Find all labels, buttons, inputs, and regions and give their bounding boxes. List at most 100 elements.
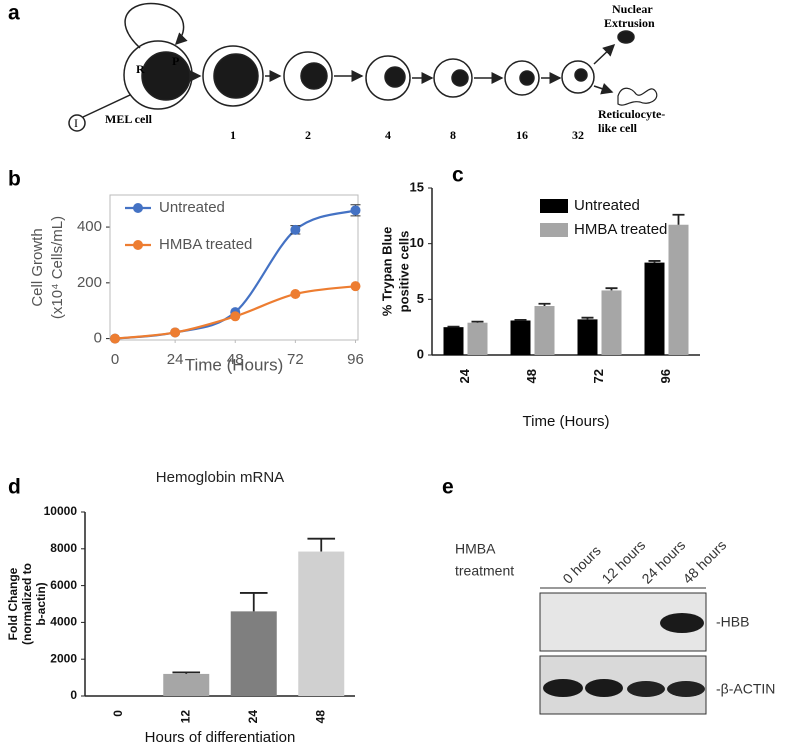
- y-axis-label: Fold Change: [6, 567, 20, 640]
- point: [290, 224, 301, 235]
- band-label: -HBB: [716, 614, 749, 630]
- band-label: -β-ACTIN: [716, 681, 775, 697]
- x-tick-label: 0: [111, 710, 125, 717]
- y-axis-label: b-actin): [34, 582, 48, 625]
- x-tick-label: 24: [457, 368, 472, 383]
- error-bar: [239, 592, 268, 612]
- error-bar: [514, 319, 527, 321]
- connector: [82, 94, 131, 118]
- bar: [163, 673, 210, 696]
- x-axis-label: Hours of differentiation: [145, 729, 296, 746]
- legend-label: HMBA treated: [159, 236, 252, 253]
- y-axis-label: (normalized to: [20, 563, 34, 645]
- legend-swatch: [540, 199, 568, 213]
- band: [660, 613, 704, 633]
- inducer: [68, 114, 86, 132]
- bar: [577, 319, 598, 355]
- step-label: 2: [305, 128, 311, 142]
- lane-label: 48 hours: [679, 537, 729, 587]
- error-bar: [605, 287, 618, 291]
- step-label: 32: [572, 128, 584, 142]
- western-blot: HMBA treatment 0 hours 12 hours 24 hours…: [455, 537, 775, 715]
- lane-label: 0 hours: [559, 542, 603, 586]
- error-bar: [581, 316, 594, 320]
- blot-label: HMBA: [455, 541, 496, 557]
- legend-label: Untreated: [159, 199, 225, 216]
- point: [230, 311, 241, 322]
- x-tick-label: 96: [347, 351, 364, 368]
- diagram-labels: R P I MEL cell 1 2 4 8 16 32 Nuclear Ext…: [74, 2, 665, 142]
- point: [170, 327, 181, 338]
- x-tick-label: 24: [246, 710, 260, 724]
- y-axis-label: (x10⁴ Cells/mL): [49, 216, 66, 319]
- y-tick-label: 400: [77, 218, 102, 235]
- y-tick-label: 15: [410, 179, 424, 194]
- y-tick-label: 2000: [50, 651, 77, 665]
- y-tick-label: 0: [417, 346, 424, 361]
- panel-label: b: [8, 168, 21, 191]
- error-bar: [672, 213, 685, 225]
- bar: [644, 262, 665, 355]
- y-axis-label: positive cells: [396, 231, 411, 313]
- error-bar: [648, 260, 661, 263]
- x-tick-label: 0: [111, 351, 119, 368]
- x-axis-label: Time (Hours): [185, 355, 284, 374]
- panel-label: e: [442, 476, 454, 499]
- error-bar: [172, 671, 201, 674]
- band: [667, 681, 705, 697]
- y-axis-label: Cell Growth: [29, 228, 46, 306]
- panel-label: a: [8, 2, 20, 25]
- label: MEL cell: [105, 112, 153, 126]
- bar: [668, 224, 689, 355]
- plot-frame: [109, 194, 359, 341]
- chart-title: Hemoglobin mRNA: [156, 469, 284, 486]
- y-axis-label: % Trypan Blue: [379, 227, 394, 317]
- legend-marker: [133, 240, 143, 250]
- y-tick-label: 5: [417, 291, 424, 306]
- label: Extrusion: [604, 16, 655, 30]
- bar: [230, 611, 277, 696]
- band: [627, 681, 665, 697]
- x-tick-label: 24: [167, 351, 184, 368]
- step-label: 1: [230, 128, 236, 142]
- step-label: 4: [385, 128, 391, 142]
- label: Nuclear: [612, 2, 653, 16]
- y-tick-label: 10000: [44, 504, 78, 518]
- label: I: [74, 116, 78, 130]
- legend-label: HMBA treated: [574, 221, 667, 238]
- label: Reticulocyte-: [598, 107, 665, 121]
- x-tick-label: 96: [658, 369, 673, 383]
- error-bar: [471, 320, 484, 323]
- x-tick-label: 48: [227, 351, 244, 368]
- x-tick-label: 48: [524, 369, 539, 383]
- legend-label: Untreated: [574, 197, 640, 214]
- diagram: [68, 2, 658, 132]
- panel-label: c: [452, 164, 464, 187]
- bar: [443, 327, 464, 355]
- y-tick-label: 0: [94, 330, 102, 347]
- label: P: [172, 54, 179, 68]
- step-label: 8: [450, 128, 456, 142]
- point: [350, 205, 361, 216]
- step-label: 16: [516, 128, 528, 142]
- x-tick-label: 12: [178, 710, 192, 724]
- legend-marker: [133, 203, 143, 213]
- lane-label: 12 hours: [598, 537, 648, 587]
- point: [350, 281, 361, 292]
- bar: [534, 306, 555, 355]
- panel-label: d: [8, 476, 21, 499]
- bar: [510, 320, 531, 355]
- error-bar: [307, 537, 336, 552]
- error-bar: [447, 325, 460, 328]
- x-tick-label: 48: [313, 710, 327, 724]
- y-tick-label: 4000: [50, 615, 77, 629]
- label: like cell: [598, 121, 638, 135]
- y-tick-label: 8000: [50, 541, 77, 555]
- point: [290, 288, 301, 299]
- band: [543, 679, 583, 697]
- bar: [467, 322, 488, 355]
- y-tick-label: 200: [77, 274, 102, 291]
- error-bar: [538, 302, 551, 307]
- label: R: [136, 62, 145, 76]
